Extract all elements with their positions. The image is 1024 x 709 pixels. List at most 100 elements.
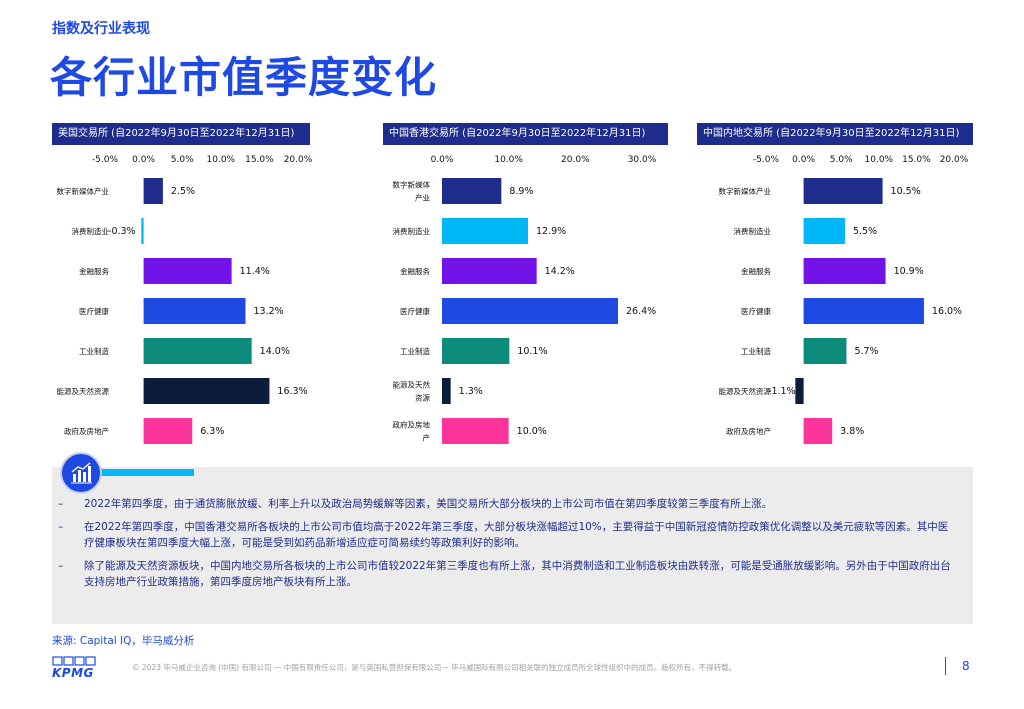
x-tick-label: -5.0% [92,155,119,165]
data-label: -0.3% [108,226,136,237]
bullet-text: 在2022年第四季度，中国香港交易所各板块的上市公司市值均高于2022年第三季度… [84,521,949,549]
data-label: 12.9% [536,226,566,237]
bar-us [143,418,193,444]
x-tick-label: 0.0% [431,155,454,165]
bar-hk [442,218,528,244]
summary-bullets: – 2022年第四季度，由于通货膨胀放缓、利率上升以及政治局势缓解等因素，美国交… [52,496,973,597]
summary-bullet: – 在2022年第四季度，中国香港交易所各板块的上市公司市值均高于2022年第三… [52,519,973,551]
bullet-text: 2022年第四季度，由于通货膨胀放缓、利率上升以及政治局势缓解等因素，美国交易所… [84,498,773,510]
category-label: 资源 [415,393,430,403]
category-label: 消费制造业 [72,226,110,236]
data-label: 2.5% [171,186,195,197]
bar-us [143,378,270,404]
bar-cn [803,258,886,284]
summary-box [52,467,973,624]
bullet-marker: – [58,560,64,572]
category-label: 医疗健康 [741,306,771,316]
category-label: 消费制造业 [393,226,431,236]
data-label: -1.1% [768,386,796,397]
page-title: 各行业市值季度变化 [50,53,438,102]
data-label: 11.4% [240,266,270,277]
category-label: 医疗健康 [400,306,430,316]
bar-cn [795,378,804,404]
bar-us [141,218,144,244]
x-tick-label: 5.0% [830,155,853,165]
data-label: 10.9% [894,266,924,277]
data-label: 5.7% [854,346,878,357]
bullet-text: 除了能源及天然资源板块，中国内地交易所各板块的上市公司市值较2022年第三季度也… [84,560,951,588]
page-divider [945,657,946,675]
section-label: 指数及行业表现 [52,21,150,37]
category-label: 数字新媒体产业 [719,186,772,196]
bar-hk [442,258,537,284]
category-label: 产 [423,433,431,443]
bar-us [143,178,163,204]
category-label: 工业制造 [400,346,430,356]
bar-chart-hk-exchange: 0.0% 10.0% 20.0% 30.0% 8.9% 数字新媒体产业 12.9% 消费制造业… [393,155,657,444]
category-label: 政府及房地产 [64,426,109,436]
bullet-marker: – [58,498,64,510]
x-tick-label: 30.0% [628,155,657,165]
data-label: 5.5% [853,226,877,237]
data-label: 6.3% [200,426,224,437]
bar-us [143,298,246,324]
data-label: 8.9% [509,186,533,197]
category-label: 能源及天然 [393,380,431,390]
bar-cn [803,218,845,244]
chart-title-hk: 中国香港交易所 (自2022年9月30日至2022年12月31日) [383,123,668,145]
category-label: 产业 [415,193,430,203]
data-label: 10.0% [517,426,547,437]
x-tick-label: 10.0% [494,155,523,165]
data-label: 13.2% [254,306,284,317]
category-label: 金融服务 [400,266,430,276]
summary-bullet: – 2022年第四季度，由于通货膨胀放缓、利率上升以及政治局势缓解等因素，美国交… [52,496,973,512]
chart-title-us: 美国交易所 (自2022年9月30日至2022年12月31日) [52,123,310,145]
x-tick-label: -5.0% [753,155,780,165]
bar-chart-us-exchange: -5.0% 0.0% 5.0% 10.0% 15.0% 20.0% 2.5% 数字新媒体产业 -… [57,155,313,444]
accent-bar [100,469,194,476]
logo-wordmark: KPMG [52,666,94,680]
chart-title-cn: 中国内地交易所 (自2022年9月30日至2022年12月31日) [697,123,973,145]
x-tick-label: 20.0% [561,155,590,165]
chart-growth-icon [60,452,102,494]
data-label: 14.0% [260,346,290,357]
category-label: 数字新媒体 [393,180,431,190]
bar-hk [442,378,451,404]
bar-us [143,258,232,284]
summary-bullet: – 除了能源及天然资源板块，中国内地交易所各板块的上市公司市值较2022年第三季… [52,558,973,590]
copyright-text: © 2023 毕马威企业咨询 (中国) 有限公司 — 中国有限责任公司，是与英国… [132,663,737,672]
category-label: 金融服务 [741,266,771,276]
data-label: 26.4% [626,306,656,317]
bar-cn [803,298,924,324]
x-tick-label: 10.0% [207,155,236,165]
bar-us [143,338,252,364]
x-tick-label: 10.0% [865,155,894,165]
category-label: 数字新媒体产业 [57,186,110,196]
page-number: 8 [962,659,970,673]
data-label: 14.2% [545,266,575,277]
category-label: 政府及房地 [393,420,431,430]
bar-hk [442,338,510,364]
x-tick-label: 0.0% [132,155,155,165]
category-label: 能源及天然资源 [719,386,772,396]
category-label: 工业制造 [741,346,771,356]
kpmg-logo: KPMG [52,656,98,680]
category-label: 金融服务 [79,266,109,276]
data-label: 10.1% [517,346,547,357]
x-tick-label: 15.0% [245,155,274,165]
category-label: 能源及天然资源 [57,386,110,396]
source-note: 来源: Capital IQ，毕马威分析 [52,635,195,647]
data-label: 10.5% [891,186,921,197]
data-label: 1.3% [459,386,483,397]
category-label: 医疗健康 [79,306,109,316]
x-tick-label: 20.0% [940,155,969,165]
bullet-marker: – [58,521,64,533]
data-label: 16.3% [277,386,307,397]
bar-hk [442,178,502,204]
data-label: 16.0% [932,306,962,317]
bar-hk [442,418,509,444]
bar-cn [803,418,833,444]
x-tick-label: 15.0% [902,155,931,165]
bar-cn [803,178,883,204]
category-label: 政府及房地产 [726,426,771,436]
